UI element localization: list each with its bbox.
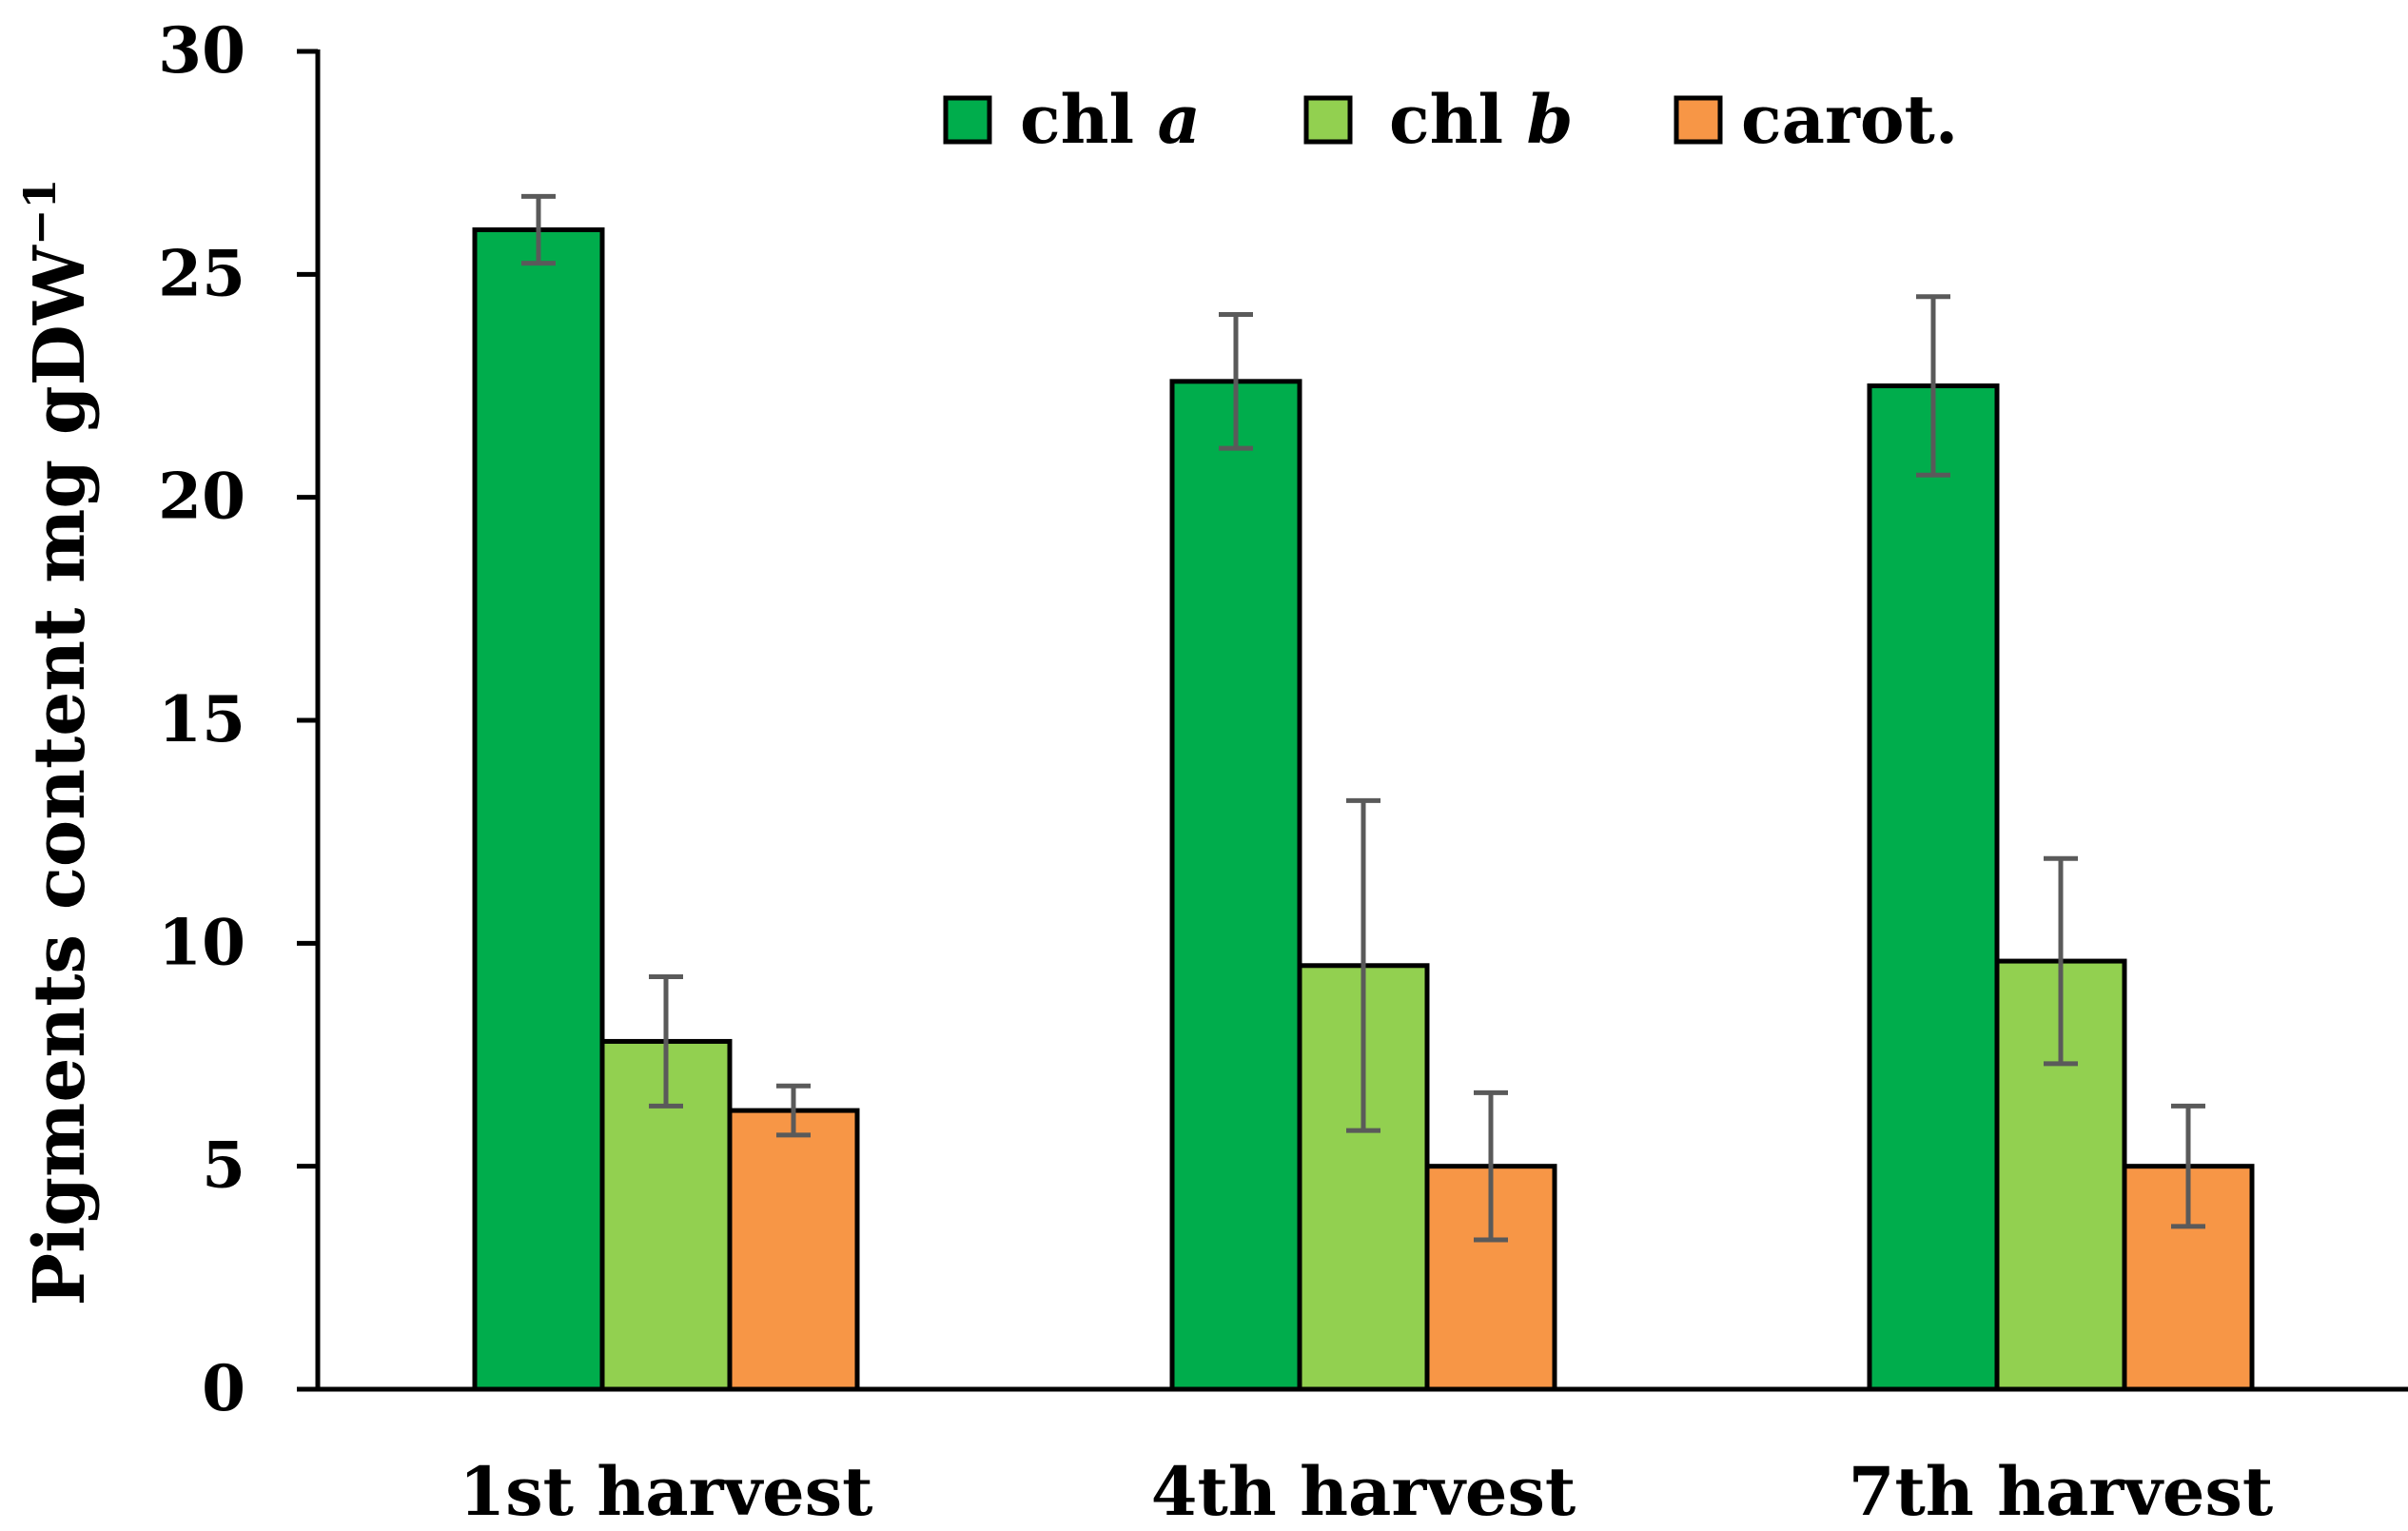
x-category-label: 7th harvest xyxy=(1849,1452,2273,1531)
y-axis-label: Pigments content mg gDW−1 xyxy=(14,179,101,1306)
error-bar-chl-a-3 xyxy=(1916,294,1950,478)
x-axis-categories: 1st harvest 4th harvest 7th harvest xyxy=(460,1452,2274,1531)
error-bar-carot--3 xyxy=(2171,1103,2205,1229)
y-tick-label: 0 xyxy=(202,1351,245,1425)
error-bars-layer xyxy=(521,193,2205,1243)
error-bar-chl-b-3 xyxy=(2044,855,2078,1067)
legend-item-chl-b: chl b xyxy=(1303,80,1573,159)
error-bar-carot--2 xyxy=(1474,1089,1508,1243)
y-axis-ticks: 0 5 10 15 20 25 30 xyxy=(158,13,318,1425)
y-tick-label: 30 xyxy=(158,13,245,88)
x-category-label: 1st harvest xyxy=(460,1452,873,1531)
y-tick-label: 5 xyxy=(202,1129,245,1203)
bar-chl-a-2 xyxy=(1169,379,1302,1392)
legend-swatch xyxy=(1303,95,1353,145)
legend-label: chl a xyxy=(1020,80,1201,159)
bar-chl-a-3 xyxy=(1867,383,2000,1392)
y-tick-label: 15 xyxy=(158,682,245,756)
y-tick-label: 25 xyxy=(158,236,245,310)
legend: chl a chl b carot. xyxy=(943,80,1958,159)
legend-item-carot-: carot. xyxy=(1674,80,1958,159)
bar-carot--1 xyxy=(727,1108,860,1392)
error-bar-carot--1 xyxy=(776,1083,811,1138)
legend-swatch xyxy=(943,95,992,145)
legend-label: chl b xyxy=(1389,80,1573,159)
legend-swatch xyxy=(1674,95,1723,145)
legend-label: carot. xyxy=(1741,80,1958,159)
y-tick-label: 20 xyxy=(158,460,245,534)
legend-item-chl-a: chl a xyxy=(943,80,1201,159)
bar-chl-a-1 xyxy=(472,226,605,1392)
y-tick-label: 10 xyxy=(158,905,245,979)
x-category-label: 4th harvest xyxy=(1151,1452,1576,1531)
error-bar-chl-b-2 xyxy=(1346,797,1380,1133)
error-bar-chl-a-1 xyxy=(521,193,556,266)
error-bar-chl-a-2 xyxy=(1219,312,1253,451)
error-bar-chl-b-1 xyxy=(649,973,683,1109)
